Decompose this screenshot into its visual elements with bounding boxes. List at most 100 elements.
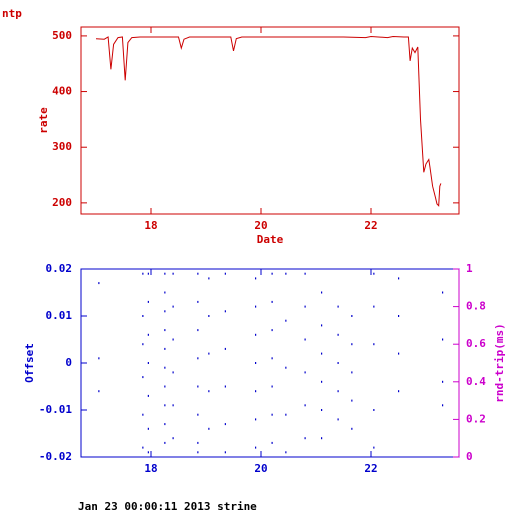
x-tick-label: 22	[364, 462, 377, 475]
data-point	[142, 272, 144, 275]
data-point	[321, 324, 323, 327]
data-point	[255, 362, 257, 364]
data-point	[147, 362, 149, 364]
y-tick-label: 0.01	[46, 309, 73, 322]
data-point	[142, 376, 144, 379]
x-tick-label: 20	[254, 462, 267, 475]
data-point	[172, 404, 174, 407]
chart-title: ntp	[2, 7, 22, 20]
data-point	[142, 315, 144, 317]
data-point	[147, 394, 149, 397]
y-axis-label: Offset	[23, 343, 36, 383]
data-point	[321, 352, 323, 355]
data-point	[164, 310, 166, 313]
data-point	[373, 446, 375, 449]
data-point	[271, 357, 273, 360]
y-tick-label: 300	[52, 140, 72, 153]
data-point	[224, 451, 226, 454]
data-point	[98, 390, 100, 393]
data-point	[373, 305, 375, 308]
data-point	[147, 451, 149, 454]
data-point	[197, 272, 199, 275]
x-tick-label: 20	[254, 219, 267, 232]
data-point	[197, 300, 199, 303]
data-point	[224, 272, 226, 275]
data-point	[255, 277, 257, 280]
data-point	[164, 291, 166, 294]
data-point	[172, 338, 174, 341]
data-point	[147, 427, 149, 430]
data-point	[285, 366, 287, 369]
data-point	[351, 427, 353, 430]
data-point	[255, 418, 257, 421]
data-point	[224, 423, 226, 426]
data-point	[255, 333, 257, 336]
data-point	[351, 343, 353, 346]
data-point	[147, 272, 149, 275]
data-point	[304, 437, 306, 440]
y-axis-label: rate	[37, 107, 50, 134]
data-point	[398, 352, 400, 355]
data-point	[271, 329, 273, 332]
data-point	[147, 300, 149, 303]
data-point	[98, 357, 100, 360]
data-point	[224, 347, 226, 350]
data-point	[147, 333, 149, 336]
x-tick-label: 18	[144, 219, 157, 232]
data-point	[271, 441, 273, 444]
data-point	[442, 404, 444, 407]
data-point	[255, 446, 257, 449]
data-point	[304, 272, 306, 275]
data-point	[208, 427, 210, 430]
data-point	[442, 380, 444, 383]
y-tick-label: 0	[65, 356, 72, 369]
y-tick-label: 0.02	[46, 262, 73, 275]
data-point	[337, 362, 339, 364]
data-point	[197, 441, 199, 444]
data-point	[321, 380, 323, 383]
data-point	[337, 390, 339, 393]
x-tick-label: 18	[144, 462, 157, 475]
data-point	[197, 451, 199, 454]
data-point	[304, 305, 306, 308]
data-point	[442, 291, 444, 294]
data-point	[164, 385, 166, 388]
data-point	[164, 329, 166, 332]
data-point	[304, 338, 306, 341]
data-point	[98, 282, 100, 285]
data-point	[285, 319, 287, 322]
data-point	[172, 371, 174, 374]
data-line	[95, 35, 442, 207]
data-point	[172, 305, 174, 308]
data-point	[321, 409, 323, 411]
x-tick-label: 22	[364, 219, 377, 232]
y2-tick-label: 1	[466, 262, 473, 275]
data-point	[208, 390, 210, 393]
data-point	[337, 305, 339, 308]
y2-tick-label: 0.2	[466, 412, 486, 425]
y-tick-label: 200	[52, 196, 72, 209]
data-point	[208, 277, 210, 280]
data-point	[337, 418, 339, 421]
data-point	[142, 413, 144, 416]
data-point	[398, 315, 400, 317]
data-point	[304, 404, 306, 407]
footer: Jan 23 00:00:11 2013 strine	[78, 500, 257, 512]
y2-axis-label: rnd-trip(ms)	[493, 323, 506, 402]
data-point	[373, 343, 375, 346]
data-point	[398, 390, 400, 393]
data-point	[321, 437, 323, 440]
y2-tick-label: 0	[466, 450, 473, 463]
data-point	[442, 338, 444, 341]
data-point	[351, 315, 353, 317]
data-point	[142, 446, 144, 449]
data-point	[164, 404, 166, 407]
data-point	[172, 437, 174, 440]
data-point	[271, 272, 273, 275]
y-tick-label: -0.02	[39, 450, 72, 463]
data-point	[351, 399, 353, 402]
y2-tick-label: 0.8	[466, 300, 486, 313]
x-axis-label: Date	[257, 233, 284, 246]
data-point	[285, 413, 287, 416]
